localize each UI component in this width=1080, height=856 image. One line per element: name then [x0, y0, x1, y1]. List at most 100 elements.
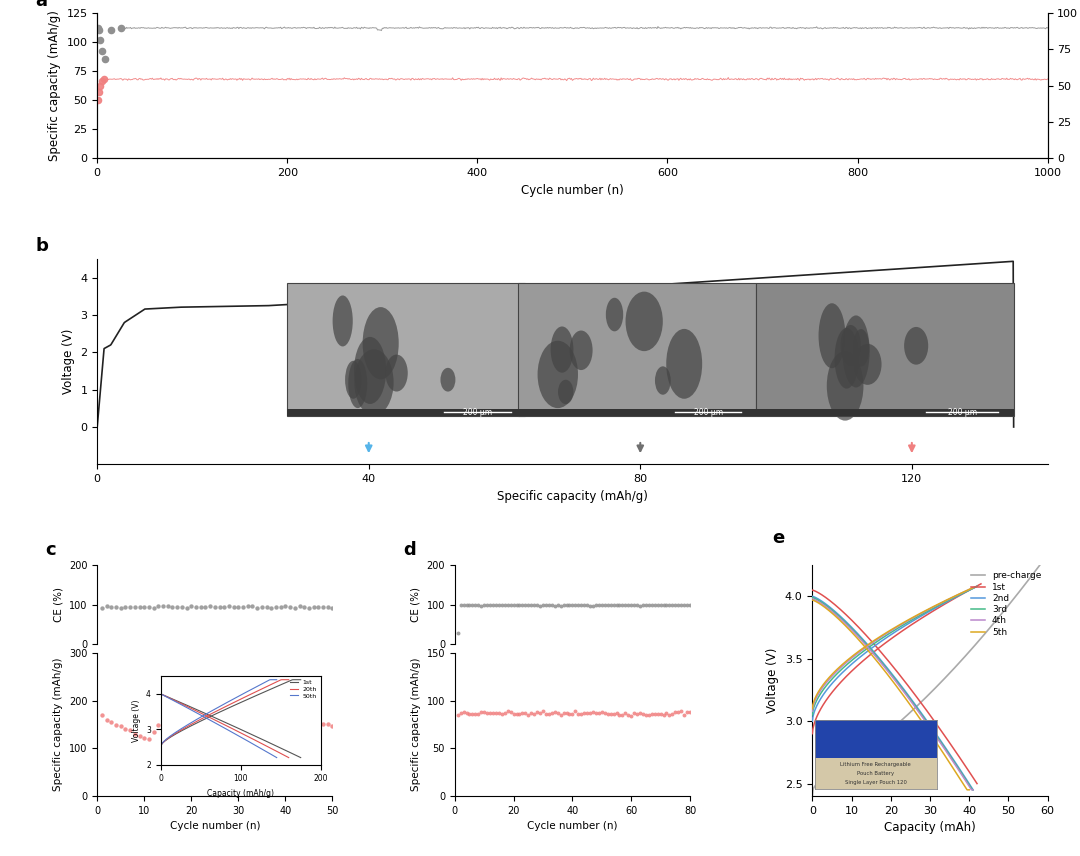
3rd [807, 592, 820, 603]
Point [216, 716, 233, 730]
Point [220, 716, 238, 730]
Point [675, 708, 692, 722]
Point [136, 600, 153, 614]
Point [670, 598, 687, 612]
Point [168, 714, 186, 728]
Point [519, 598, 537, 612]
Point [658, 598, 675, 612]
Point [496, 598, 513, 612]
4th [901, 692, 914, 702]
Point [625, 706, 643, 720]
Point [561, 707, 578, 721]
Point [599, 707, 617, 721]
Point [564, 707, 581, 721]
Point [496, 706, 513, 720]
Line: 2nd: 2nd [812, 597, 973, 790]
Point [136, 731, 153, 745]
Point [567, 598, 584, 612]
2nd [942, 746, 955, 757]
Point [546, 705, 564, 719]
Ellipse shape [441, 368, 456, 391]
5th [807, 595, 820, 605]
Point [220, 599, 238, 613]
Point [470, 707, 487, 721]
Point [596, 598, 613, 612]
Point [211, 601, 228, 615]
Text: a: a [36, 0, 48, 10]
Point [305, 716, 322, 730]
Ellipse shape [551, 326, 573, 372]
Point [620, 708, 637, 722]
Point [584, 705, 602, 719]
Text: 200 μm: 200 μm [463, 408, 491, 417]
Point [625, 598, 643, 612]
Point [652, 707, 670, 721]
Point [640, 598, 658, 612]
Point [611, 598, 629, 612]
Point [300, 601, 318, 615]
Point [159, 716, 176, 729]
Point [286, 601, 303, 615]
Point [453, 705, 470, 719]
Point [268, 600, 285, 614]
Point [588, 706, 605, 720]
Point [282, 600, 299, 614]
5th [806, 595, 819, 605]
Point [593, 705, 610, 719]
pre-charge [896, 715, 909, 725]
Point [150, 718, 167, 732]
Text: e: e [772, 529, 784, 547]
Bar [756, 409, 1014, 416]
Point [629, 707, 646, 721]
Ellipse shape [538, 341, 578, 408]
Point [531, 599, 549, 613]
Line: 3rd: 3rd [812, 597, 973, 790]
Point [168, 600, 186, 614]
Point [502, 705, 519, 719]
Y-axis label: Voltage (V): Voltage (V) [767, 648, 780, 713]
Point [516, 598, 534, 612]
Point [103, 716, 120, 729]
Point [487, 598, 504, 612]
Point [183, 599, 200, 613]
Point [449, 709, 467, 722]
Ellipse shape [654, 366, 671, 395]
Point [552, 708, 569, 722]
Point [93, 74, 110, 88]
5th [960, 785, 973, 795]
Y-axis label: Voltage (V): Voltage (V) [62, 329, 75, 395]
1st [971, 778, 984, 788]
Point [649, 707, 666, 721]
Ellipse shape [348, 359, 367, 408]
Point [519, 708, 537, 722]
pre-charge [834, 763, 847, 773]
2nd [902, 690, 915, 700]
pre-charge [1034, 560, 1047, 570]
Point [502, 598, 519, 612]
X-axis label: Cycle number (n): Cycle number (n) [527, 822, 618, 831]
Point [117, 722, 134, 736]
2nd [904, 693, 917, 704]
5th [899, 693, 912, 703]
Point [569, 707, 586, 721]
Point [475, 598, 492, 612]
Point [183, 713, 200, 727]
Point [291, 599, 308, 613]
Line: pre-charge: pre-charge [812, 565, 1040, 796]
Point [666, 598, 684, 612]
Point [564, 598, 581, 612]
Point [596, 706, 613, 720]
Point [514, 706, 531, 720]
Point [617, 598, 634, 612]
Point [239, 599, 256, 613]
Ellipse shape [819, 303, 846, 368]
Point [268, 717, 285, 731]
3rd [902, 691, 915, 701]
Point [467, 707, 484, 721]
Point [579, 598, 596, 612]
Bar [756, 283, 1014, 416]
Point [478, 598, 496, 612]
Point [608, 598, 625, 612]
Point [234, 600, 252, 614]
Point [173, 600, 190, 614]
